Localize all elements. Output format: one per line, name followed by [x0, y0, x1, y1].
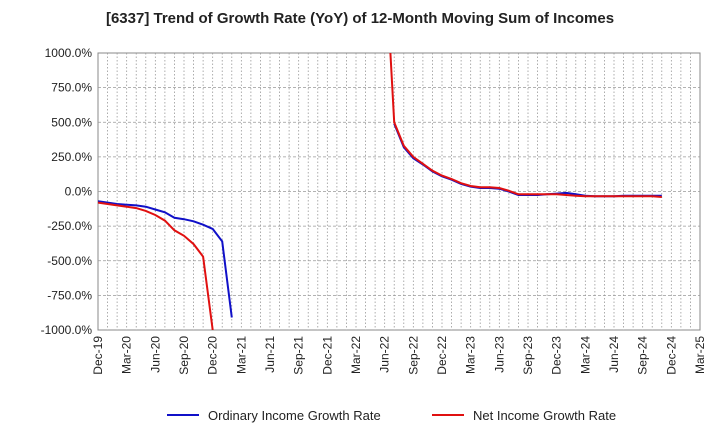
y-tick-label: 250.0%	[51, 150, 92, 164]
series-line-net-income	[98, 201, 214, 330]
x-tick-label: Jun-20	[148, 336, 162, 373]
y-tick-label: -750.0%	[47, 288, 92, 302]
y-tick-label: 750.0%	[51, 81, 92, 95]
y-tick-label: 500.0%	[51, 115, 92, 129]
x-tick-label: Jun-24	[607, 336, 621, 373]
x-tick-label: Dec-21	[320, 336, 334, 375]
x-tick-label: Dec-24	[664, 336, 678, 375]
x-tick-label: Mar-21	[234, 336, 248, 374]
y-tick-label: 0.0%	[65, 185, 93, 199]
x-tick-label: Dec-19	[91, 336, 105, 375]
legend-label-ordinary: Ordinary Income Growth Rate	[208, 408, 381, 423]
x-tick-label: Mar-20	[120, 336, 134, 374]
x-tick-label: Dec-22	[435, 336, 449, 375]
x-tick-label: Mar-22	[349, 336, 363, 374]
x-tick-label: Mar-24	[578, 336, 592, 374]
x-tick-label: Dec-23	[550, 336, 564, 375]
x-tick-label: Jun-22	[378, 336, 392, 373]
x-tick-label: Sep-24	[636, 336, 650, 375]
x-tick-label: Jun-23	[492, 336, 506, 373]
y-tick-label: 1000.0%	[45, 46, 93, 60]
x-tick-label: Sep-20	[177, 336, 191, 375]
series-line-net-income-2	[389, 53, 662, 198]
x-tick-label: Jun-21	[263, 336, 277, 373]
x-tick-label: Mar-23	[464, 336, 478, 374]
x-tick-label: Dec-20	[206, 336, 220, 375]
x-tick-label: Sep-21	[292, 336, 306, 375]
x-tick-label: Sep-22	[406, 336, 420, 375]
legend-label-net: Net Income Growth Rate	[473, 408, 616, 423]
y-tick-label: -500.0%	[47, 254, 92, 268]
x-tick-label: Mar-25	[693, 336, 707, 374]
y-tick-label: -1000.0%	[41, 323, 93, 337]
y-tick-label: -250.0%	[47, 219, 92, 233]
chart-title: [6337] Trend of Growth Rate (YoY) of 12-…	[105, 10, 615, 27]
x-tick-label: Sep-23	[521, 336, 535, 375]
series-line-ordinary-income	[98, 200, 233, 318]
